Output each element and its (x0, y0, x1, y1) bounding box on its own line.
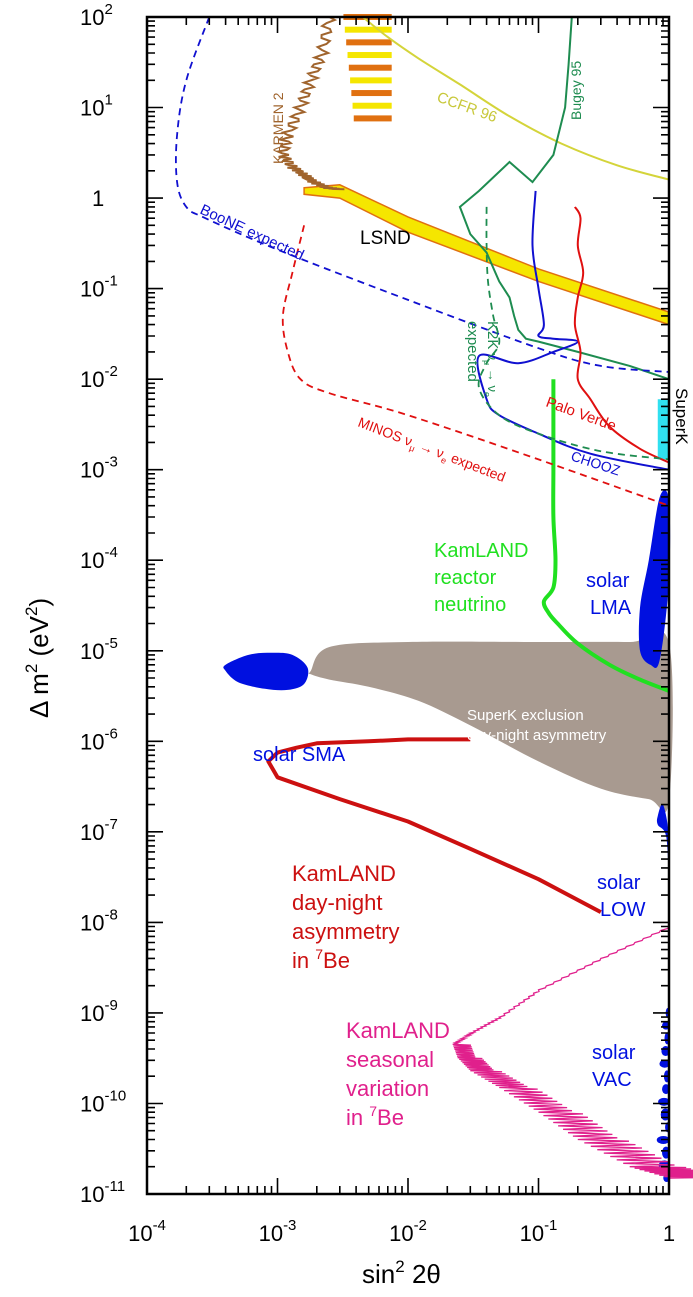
x-tick-label: 10-2 (389, 1217, 427, 1246)
label-k2k: K2K νμ → νe expected (464, 321, 501, 397)
svg-text:day-night asymmetry: day-night asymmetry (467, 727, 607, 744)
label-kamland-reactor: KamLAND reactor neutrino (434, 540, 528, 616)
y-tick-label: 10-2 (80, 363, 118, 392)
y-tick-label: 10-11 (80, 1178, 125, 1207)
svg-text:KamLAND: KamLAND (346, 1018, 450, 1043)
curve-bugey-95 (458, 16, 670, 381)
svg-text:asymmetry: asymmetry (292, 919, 400, 944)
x-axis-title: sin2 2θ (362, 1257, 441, 1289)
plot-regions (175, 14, 693, 1183)
lsnd-island (351, 90, 392, 97)
svg-text:MINOS νμ → νe expected: MINOS νμ → νe expected (355, 414, 508, 488)
label-kamland-seasonal: KamLAND seasonal variation in 7Be (346, 1018, 450, 1130)
y-tick-label: 10-4 (80, 544, 118, 573)
lsnd-island (344, 26, 392, 33)
axis-ticks (146, 17, 669, 1195)
label-minos: MINOS νμ → νe expected (355, 414, 508, 488)
svg-text:KamLAND: KamLAND (434, 540, 528, 562)
curve-kamland-day-night-asymmetry-in-7be (266, 737, 602, 914)
tick-marks (146, 17, 669, 1195)
svg-text:KamLAND: KamLAND (292, 861, 396, 886)
y-tick-label: 101 (80, 92, 113, 121)
x-tick-label: 10-3 (259, 1217, 297, 1246)
svg-text:solar: solar (592, 1042, 636, 1064)
svg-text:solar: solar (586, 570, 630, 592)
x-tick-label: 10-4 (128, 1217, 166, 1246)
region-solar-sma (223, 652, 309, 691)
y-tick-label: 10-5 (80, 635, 118, 664)
svg-text:LOW: LOW (600, 899, 646, 921)
lsnd-island (353, 115, 392, 122)
svg-text:K2K νμ → νe: K2K νμ → νe (482, 321, 501, 397)
curve-boone-expected (175, 16, 670, 373)
lsnd-island (350, 77, 392, 84)
label-superk-dn: SuperK exclusion day-night asymmetry (467, 707, 607, 744)
curve-palo-verde (573, 206, 670, 464)
lsnd-island (347, 52, 392, 59)
svg-text:neutrino: neutrino (434, 594, 506, 616)
svg-text:solar: solar (597, 872, 641, 894)
svg-text:in 7Be: in 7Be (346, 1103, 404, 1130)
y-tick-label: 10-6 (80, 725, 118, 754)
label-solar-low: solar LOW (597, 872, 646, 921)
svg-text:VAC: VAC (592, 1069, 632, 1091)
label-ccfr: CCFR 96 (435, 89, 500, 126)
y-tick-label: 1 (92, 186, 104, 211)
curve-karmen-2 (274, 16, 345, 191)
label-superk: SuperK (672, 388, 691, 445)
curve-kamland-reactor-neutrino (541, 379, 670, 693)
label-solar-lma: solar LMA (586, 570, 632, 619)
y-tick-label: 102 (80, 1, 113, 30)
curve-ccfr-96 (362, 16, 670, 181)
x-tick-label: 1 (663, 1221, 675, 1246)
y-axis-title: Δ m2 (eV2) (22, 598, 54, 718)
label-kamland-dn: KamLAND day-night asymmetry in 7Be (292, 861, 400, 973)
svg-text:LMA: LMA (590, 597, 632, 619)
svg-text:SuperK exclusion: SuperK exclusion (467, 707, 584, 724)
axis-tick-labels: 10-4 10-3 10-2 10-1 1102101110-110-210-310-4… (80, 1, 675, 1246)
region-superk-exclusion-day-night-asymmetry (308, 631, 673, 813)
label-bugey: Bugey 95 (568, 61, 584, 120)
label-solar-vac: solar VAC (592, 1042, 636, 1091)
curve-kamland-seasonal-variation-in-7be (452, 926, 693, 1179)
lsnd-island (352, 102, 392, 109)
label-lsnd: LSND (360, 228, 411, 249)
curve-chooz (476, 190, 670, 471)
svg-text:in 7Be: in 7Be (292, 946, 350, 973)
svg-text:seasonal: seasonal (346, 1047, 434, 1072)
svg-text:variation: variation (346, 1076, 429, 1101)
region-solar-low (656, 803, 670, 880)
lsnd-island (346, 39, 392, 46)
y-tick-label: 10-9 (80, 997, 118, 1026)
x-tick-label: 10-1 (520, 1217, 558, 1246)
region-labels: LSND KARMEN 2 CCFR 96 Bugey 95 BooNE exp… (197, 61, 691, 1130)
curve-minos-e-expected (281, 225, 670, 507)
y-tick-label: 10-10 (80, 1087, 126, 1116)
y-tick-label: 10-8 (80, 906, 118, 935)
label-chooz: CHOOZ (569, 448, 622, 479)
curve-k2k-e-expected (477, 206, 670, 461)
lsnd-island (348, 64, 392, 71)
svg-text:expected: expected (464, 321, 481, 382)
y-tick-label: 10-1 (80, 273, 118, 302)
y-tick-label: 10-3 (80, 454, 118, 483)
label-boone: BooNE expected (197, 201, 306, 264)
region-superk-atmospheric (657, 399, 669, 460)
label-solar-sma: solar SMA (253, 744, 346, 766)
svg-text:day-night: day-night (292, 890, 383, 915)
region-lsnd-high-dm2 (343, 14, 392, 122)
y-tick-label: 10-7 (80, 816, 118, 845)
svg-text:reactor: reactor (434, 567, 497, 589)
label-karmen: KARMEN 2 (270, 92, 286, 164)
solar-vac-island (659, 1059, 670, 1068)
